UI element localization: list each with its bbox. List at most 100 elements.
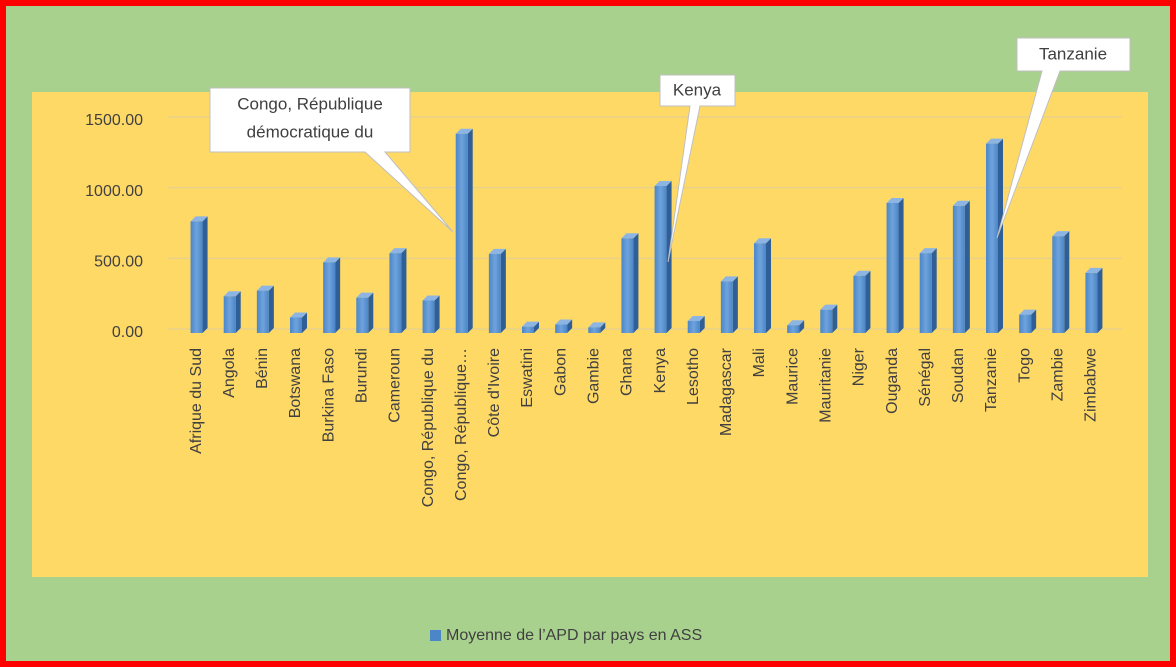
bar-top	[290, 312, 307, 318]
bars	[190, 128, 1103, 333]
bar	[820, 309, 833, 333]
x-tick-label: Niger	[851, 347, 868, 386]
bar-top	[389, 248, 407, 254]
bar-top	[754, 238, 771, 244]
x-tick-label: Kenya	[652, 348, 669, 393]
y-tick-label: 1000.00	[85, 183, 143, 200]
y-tick-label: 1500.00	[85, 112, 143, 129]
bar	[455, 133, 468, 333]
bar-side	[832, 304, 838, 333]
x-tick-label: Soudan	[950, 348, 967, 403]
bar	[190, 221, 203, 333]
bar	[787, 325, 800, 333]
y-tick-label: 0.00	[112, 324, 143, 341]
bar	[952, 205, 965, 333]
x-tick-label: Côte d'Ivoire	[486, 348, 503, 437]
y-tick-label: 500.00	[94, 254, 143, 271]
labels: 0.00 500.00 1000.00 1500.00 Afrique du Sud An…	[85, 112, 1100, 507]
callout-box	[996, 37, 1131, 239]
bar-top	[356, 292, 374, 298]
bar-side	[401, 248, 407, 333]
bar-top	[522, 321, 539, 327]
bar-side	[699, 315, 705, 333]
bar-top	[555, 319, 573, 325]
bar	[588, 327, 601, 333]
callout: Congo, République démocratique du	[209, 87, 454, 233]
bar-side	[799, 320, 805, 333]
bar	[1052, 236, 1065, 333]
bar	[621, 238, 634, 333]
bar-side	[1031, 309, 1037, 333]
bar-side	[368, 292, 374, 333]
bar-side	[898, 197, 904, 333]
bar-top	[223, 291, 241, 297]
x-tick-label: Lesotho	[685, 348, 702, 405]
bar-top	[1052, 231, 1070, 237]
bar-top	[422, 295, 440, 301]
bar-side	[964, 200, 970, 333]
x-tick-label: Tanzanie	[983, 348, 1000, 412]
x-tick-label: Botswana	[287, 348, 304, 418]
bar-side	[434, 295, 440, 333]
bar	[389, 253, 402, 333]
bar-side	[567, 319, 573, 333]
bar-side	[732, 276, 738, 333]
bar-side	[500, 248, 506, 333]
x-tick-label: Congo, République du	[420, 348, 437, 507]
callout-text: Tanzanie	[1039, 44, 1107, 63]
x-tick-label: Gambie	[586, 348, 603, 404]
x-tick-label: Madagascar	[718, 347, 735, 436]
bar-side	[865, 270, 871, 333]
callout-text: Kenya	[673, 80, 722, 99]
bar-top	[687, 315, 705, 321]
plot-area	[32, 92, 1148, 577]
x-tick-label: Maurice	[784, 348, 801, 405]
bar-top	[952, 200, 970, 206]
bar-side	[335, 257, 341, 333]
x-tick-label: Ouganda	[884, 348, 901, 414]
x-tick-label: Afrique du Sud	[188, 348, 205, 454]
x-tick-label: Mali	[751, 348, 768, 377]
bar	[687, 320, 700, 333]
bar-side	[202, 216, 208, 333]
callout-box	[209, 87, 454, 233]
bar-side	[235, 291, 241, 333]
x-tick-label: Gabon	[552, 348, 569, 396]
bar	[256, 290, 269, 333]
bar-top	[455, 128, 473, 134]
x-tick-label: Cameroun	[387, 348, 404, 423]
bar-side	[1097, 267, 1103, 333]
bar	[754, 243, 766, 333]
bar	[223, 296, 236, 333]
bar-side	[467, 128, 473, 333]
bar	[422, 300, 435, 333]
bar	[555, 324, 568, 333]
bar	[1019, 314, 1032, 333]
bar	[1085, 272, 1098, 333]
bar-side	[600, 322, 606, 333]
bar	[919, 253, 932, 333]
bar-top	[787, 320, 805, 326]
x-tick-label: Ghana	[619, 348, 636, 396]
bar-side	[534, 321, 539, 333]
x-tick-label: Angola	[221, 348, 238, 398]
bar	[488, 253, 501, 333]
callout-text: démocratique du	[247, 122, 374, 141]
bar-top	[853, 270, 871, 276]
bar-side	[766, 238, 771, 333]
x-tick-label: Zambie	[1050, 348, 1067, 401]
x-tick-label: Eswatini	[519, 348, 536, 408]
x-tick-label: Zimbabwe	[1083, 348, 1100, 422]
bar-top	[588, 322, 606, 328]
bar	[290, 317, 302, 333]
bar-side	[931, 248, 937, 333]
x-tick-label: Bénin	[254, 348, 271, 389]
bar-top	[488, 248, 506, 254]
callout: Tanzanie	[996, 37, 1131, 239]
bar-top	[256, 285, 274, 291]
bar-top	[323, 257, 341, 263]
bar-side	[998, 138, 1003, 333]
bar-top	[1085, 267, 1103, 273]
x-tick-label: Sénégal	[917, 348, 934, 407]
